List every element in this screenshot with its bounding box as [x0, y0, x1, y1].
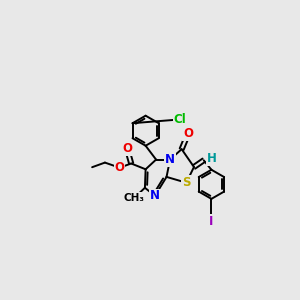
Text: N: N	[150, 189, 160, 203]
Text: O: O	[115, 161, 124, 174]
Text: I: I	[209, 215, 214, 228]
Text: O: O	[183, 127, 193, 140]
Text: O: O	[122, 142, 132, 155]
Text: Cl: Cl	[173, 113, 186, 126]
Text: H: H	[206, 152, 216, 165]
Text: CH₃: CH₃	[124, 193, 145, 203]
Text: S: S	[182, 176, 190, 189]
Text: N: N	[165, 153, 175, 166]
